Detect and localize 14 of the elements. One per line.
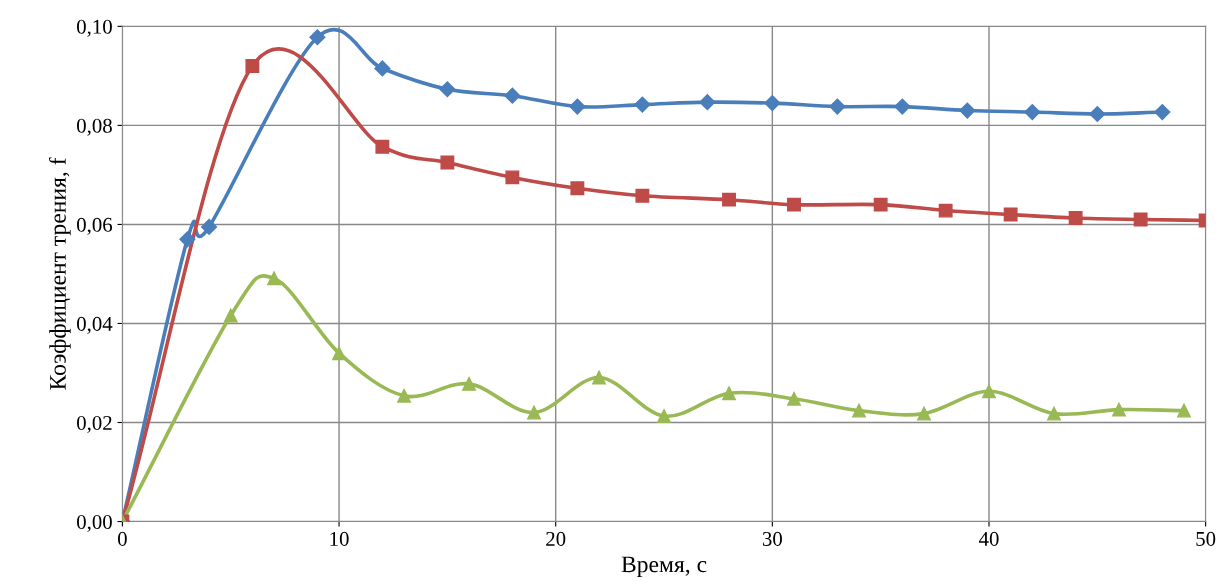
x-tick-label: 0: [117, 531, 127, 546]
y-tick-label: 0,00: [77, 514, 112, 532]
x-tick-label: 20: [546, 531, 566, 546]
y-axis-title: Коэффициент трения, f: [49, 157, 71, 390]
y-tick-label: 0,06: [77, 217, 113, 235]
x-tick-label: 30: [762, 531, 782, 546]
y-tick-label: 0,10: [77, 19, 112, 37]
y-tick-label: 0,02: [77, 415, 112, 433]
x-axis-title: Время, с: [621, 556, 707, 578]
y-tick-label: 0,08: [77, 118, 112, 136]
x-tick-label: 40: [978, 531, 999, 546]
x-tick-label: 10: [330, 531, 349, 546]
y-tick-label: 0,04: [77, 316, 113, 334]
x-tick-label: 50: [1196, 531, 1216, 546]
